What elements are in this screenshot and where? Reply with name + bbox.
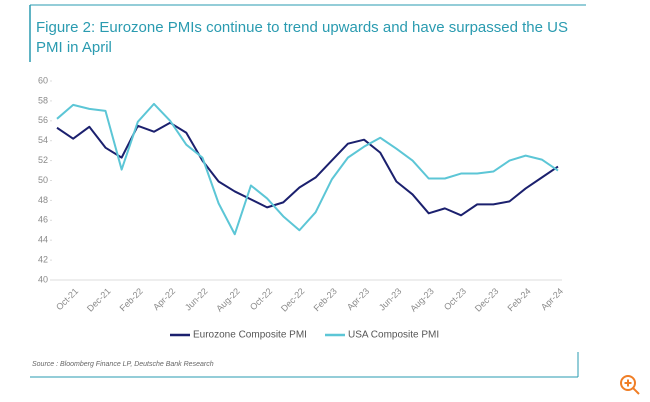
x-tick-label: Feb-24 [506, 286, 533, 313]
x-tick-label: Apr-22 [151, 286, 177, 312]
x-tick-label: Apr-23 [345, 286, 371, 312]
x-tick-label: Feb-22 [118, 286, 145, 313]
y-tick-label: 60 [38, 75, 48, 85]
x-tick-label: Aug-22 [214, 286, 242, 314]
series-line [56, 102, 559, 236]
x-tick-label: Jun-22 [183, 286, 210, 313]
x-tick-label: Jun-23 [377, 286, 404, 313]
x-tick-label: Aug-23 [408, 286, 436, 314]
legend-label: USA Composite PMI [348, 330, 439, 341]
y-tick-label: 48 [38, 195, 48, 205]
y-tick-label: 46 [38, 215, 48, 225]
y-tick-label: 58 [38, 95, 48, 105]
source: Source : Bloomberg Finance LP, Deutsche … [32, 361, 214, 368]
y-tick-label: 50 [38, 175, 48, 185]
y-tick-label: 40 [38, 274, 48, 284]
legend-label: Eurozone Composite PMI [193, 330, 307, 341]
zoom-icon[interactable] [620, 375, 640, 395]
series-line [56, 121, 559, 217]
y-tick-label: 44 [38, 235, 48, 245]
x-tick-label: Apr-24 [539, 286, 565, 312]
y-tick-label: 56 [38, 115, 48, 125]
chart-title: Figure 2: Eurozone PMIs continue to tren… [36, 19, 568, 56]
x-tick-label: Dec-23 [473, 286, 501, 314]
x-tick-label: Feb-23 [312, 286, 339, 313]
x-tick-label: Oct-23 [442, 286, 468, 312]
x-tick-label: Dec-21 [85, 286, 113, 314]
x-tick-label: Dec-22 [279, 286, 307, 314]
x-tick-label: Oct-21 [54, 286, 80, 312]
y-tick-label: 52 [38, 155, 48, 165]
y-tick-label: 42 [38, 254, 48, 264]
x-tick-label: Oct-22 [248, 286, 274, 312]
y-tick-label: 54 [38, 135, 48, 145]
